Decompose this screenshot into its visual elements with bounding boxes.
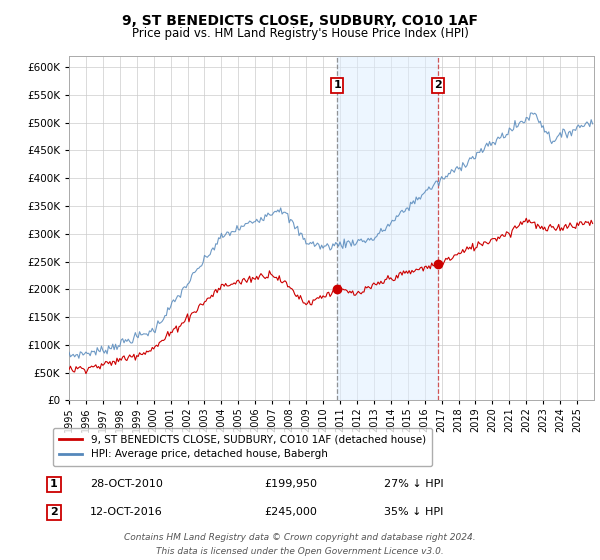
Text: This data is licensed under the Open Government Licence v3.0.: This data is licensed under the Open Gov… — [156, 547, 444, 556]
Text: 9, ST BENEDICTS CLOSE, SUDBURY, CO10 1AF: 9, ST BENEDICTS CLOSE, SUDBURY, CO10 1AF — [122, 14, 478, 28]
Text: 2: 2 — [434, 80, 442, 90]
Text: Contains HM Land Registry data © Crown copyright and database right 2024.: Contains HM Land Registry data © Crown c… — [124, 533, 476, 542]
Text: 27% ↓ HPI: 27% ↓ HPI — [384, 479, 443, 489]
Text: Price paid vs. HM Land Registry's House Price Index (HPI): Price paid vs. HM Land Registry's House … — [131, 27, 469, 40]
Text: 12-OCT-2016: 12-OCT-2016 — [90, 507, 163, 517]
Text: 2: 2 — [50, 507, 58, 517]
Text: 1: 1 — [50, 479, 58, 489]
Text: £245,000: £245,000 — [264, 507, 317, 517]
Text: 35% ↓ HPI: 35% ↓ HPI — [384, 507, 443, 517]
Text: £199,950: £199,950 — [264, 479, 317, 489]
Text: 28-OCT-2010: 28-OCT-2010 — [90, 479, 163, 489]
Legend: 9, ST BENEDICTS CLOSE, SUDBURY, CO10 1AF (detached house), HPI: Average price, d: 9, ST BENEDICTS CLOSE, SUDBURY, CO10 1AF… — [53, 428, 432, 466]
Bar — [337, 56, 438, 400]
Text: 1: 1 — [333, 80, 341, 90]
